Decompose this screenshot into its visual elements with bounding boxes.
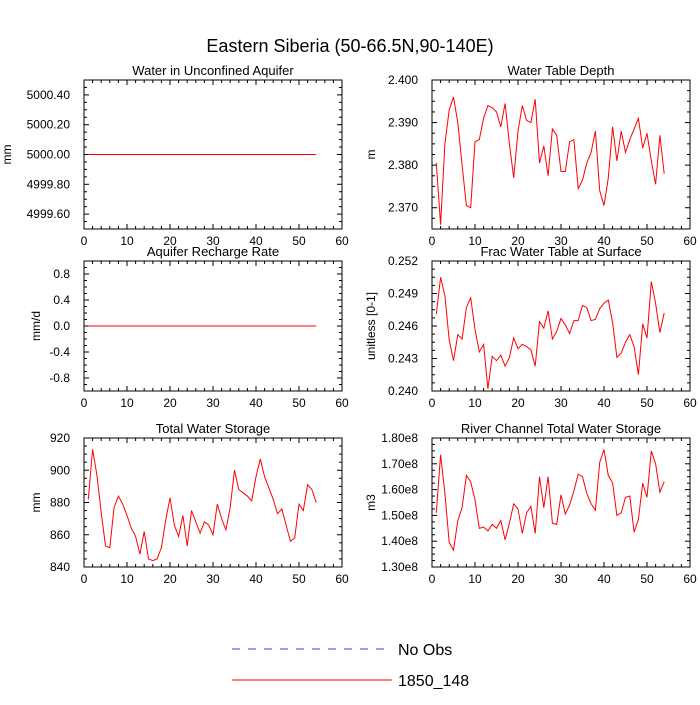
y-tick-label: 1.50e8 — [381, 508, 418, 522]
chart-title: Total Water Storage — [156, 421, 270, 436]
x-tick-label: 0 — [429, 234, 436, 248]
x-tick-label: 30 — [554, 572, 568, 586]
plot-frame — [432, 261, 690, 391]
x-tick-label: 60 — [683, 234, 697, 248]
page-title: Eastern Siberia (50-66.5N,90-140E) — [206, 36, 493, 56]
y-tick-label: 840 — [50, 560, 70, 574]
y-tick-label: 1.70e8 — [381, 457, 418, 471]
x-tick-label: 40 — [249, 396, 263, 410]
chart-canvas: Eastern Siberia (50-66.5N,90-140E) Water… — [0, 0, 700, 700]
y-axis-label: m — [364, 150, 378, 160]
x-tick-label: 50 — [292, 234, 306, 248]
y-tick-label: 0.243 — [388, 352, 418, 366]
x-tick-label: 10 — [120, 572, 134, 586]
legend-label-no-obs: No Obs — [398, 642, 452, 659]
x-tick-label: 50 — [292, 396, 306, 410]
y-tick-label: 4999.80 — [27, 177, 71, 191]
chart-panel: River Channel Total Water Storage 0 10 20 30… — [364, 421, 697, 586]
x-tick-label: 30 — [206, 572, 220, 586]
x-tick-label: 60 — [335, 396, 349, 410]
x-tick-label: 50 — [640, 396, 654, 410]
x-tick-label: 60 — [683, 572, 697, 586]
x-tick-label: 60 — [335, 234, 349, 248]
y-tick-label: 0.8 — [53, 267, 70, 281]
y-tick-label: 920 — [50, 431, 70, 445]
chart-title: River Channel Total Water Storage — [461, 421, 661, 436]
y-tick-label: 1.60e8 — [381, 483, 418, 497]
y-tick-label: 2.390 — [388, 116, 418, 130]
chart-panel: Water in Unconfined Aquifer 0 10 20 30 40 50 60… — [0, 63, 349, 248]
y-tick-label: 0.0 — [53, 319, 70, 333]
x-tick-label: 0 — [429, 396, 436, 410]
series-line — [88, 449, 316, 560]
chart-page: Eastern Siberia (50-66.5N,90-140E) Water… — [0, 0, 700, 700]
x-tick-label: 0 — [81, 234, 88, 248]
x-tick-label: 10 — [468, 572, 482, 586]
y-tick-label: 0.246 — [388, 319, 418, 333]
y-tick-label: 5000.20 — [27, 118, 71, 132]
y-tick-label: 900 — [50, 463, 70, 477]
chart-title: Frac Water Table at Surface — [480, 244, 641, 259]
legend-label-1850-148: 1850_148 — [398, 673, 469, 690]
x-tick-label: 30 — [554, 396, 568, 410]
y-tick-label: 2.400 — [388, 73, 418, 87]
x-tick-label: 60 — [683, 396, 697, 410]
y-tick-label: 1.80e8 — [381, 431, 418, 445]
y-tick-label: -0.8 — [49, 371, 70, 385]
plot-frame — [84, 438, 342, 567]
x-tick-label: 50 — [640, 572, 654, 586]
x-tick-label: 50 — [640, 234, 654, 248]
chart-panel: Aquifer Recharge Rate 0 10 20 30 40 50 60 -0.8 -0… — [29, 244, 349, 410]
series-line — [436, 277, 664, 389]
series-line — [436, 97, 664, 225]
y-tick-label: 0.240 — [388, 384, 418, 398]
x-tick-label: 0 — [81, 396, 88, 410]
y-tick-label: 2.380 — [388, 158, 418, 172]
y-tick-label: 0.252 — [388, 254, 418, 268]
x-tick-label: 20 — [163, 396, 177, 410]
legend: No Obs 1850_148 — [232, 642, 469, 690]
y-axis-label: mm — [29, 493, 43, 513]
chart-title: Water in Unconfined Aquifer — [132, 63, 294, 78]
x-tick-label: 0 — [429, 572, 436, 586]
x-tick-label: 30 — [206, 396, 220, 410]
chart-title: Water Table Depth — [508, 63, 615, 78]
x-tick-label: 20 — [511, 572, 525, 586]
y-tick-label: 5000.40 — [27, 88, 71, 102]
x-tick-label: 40 — [597, 396, 611, 410]
x-tick-label: 10 — [120, 396, 134, 410]
x-tick-label: 10 — [468, 396, 482, 410]
x-tick-label: 0 — [81, 572, 88, 586]
x-tick-label: 20 — [163, 572, 177, 586]
y-axis-label: mm/d — [29, 311, 43, 341]
panel-grid: Water in Unconfined Aquifer 0 10 20 30 40 50 60… — [0, 63, 697, 586]
y-tick-label: 0.4 — [53, 293, 70, 307]
chart-panel: Frac Water Table at Surface 0 10 20 30 40 50 60… — [364, 244, 697, 410]
y-tick-label: 5000.00 — [27, 148, 71, 162]
y-tick-label: -0.4 — [49, 345, 70, 359]
y-tick-label: 1.30e8 — [381, 560, 418, 574]
y-tick-label: 880 — [50, 496, 70, 510]
series-line — [436, 450, 664, 551]
y-tick-label: 2.370 — [388, 201, 418, 215]
y-axis-label: mm — [0, 145, 14, 165]
y-tick-label: 1.40e8 — [381, 534, 418, 548]
chart-title: Aquifer Recharge Rate — [147, 244, 279, 259]
x-tick-label: 20 — [511, 396, 525, 410]
x-tick-label: 60 — [335, 572, 349, 586]
x-tick-label: 10 — [120, 234, 134, 248]
y-tick-label: 4999.60 — [27, 207, 71, 221]
chart-panel: Water Table Depth 0 10 20 30 40 50 60 2.370 2.380… — [364, 63, 697, 248]
x-tick-label: 40 — [249, 572, 263, 586]
plot-frame — [432, 438, 690, 567]
y-axis-label: unitless [0-1] — [364, 292, 378, 360]
y-tick-label: 860 — [50, 528, 70, 542]
x-tick-label: 40 — [597, 572, 611, 586]
y-tick-label: 0.249 — [388, 287, 418, 301]
y-axis-label: m3 — [364, 494, 378, 511]
chart-panel: Total Water Storage 0 10 20 30 40 50 60 840 860 88… — [29, 421, 349, 586]
x-tick-label: 50 — [292, 572, 306, 586]
